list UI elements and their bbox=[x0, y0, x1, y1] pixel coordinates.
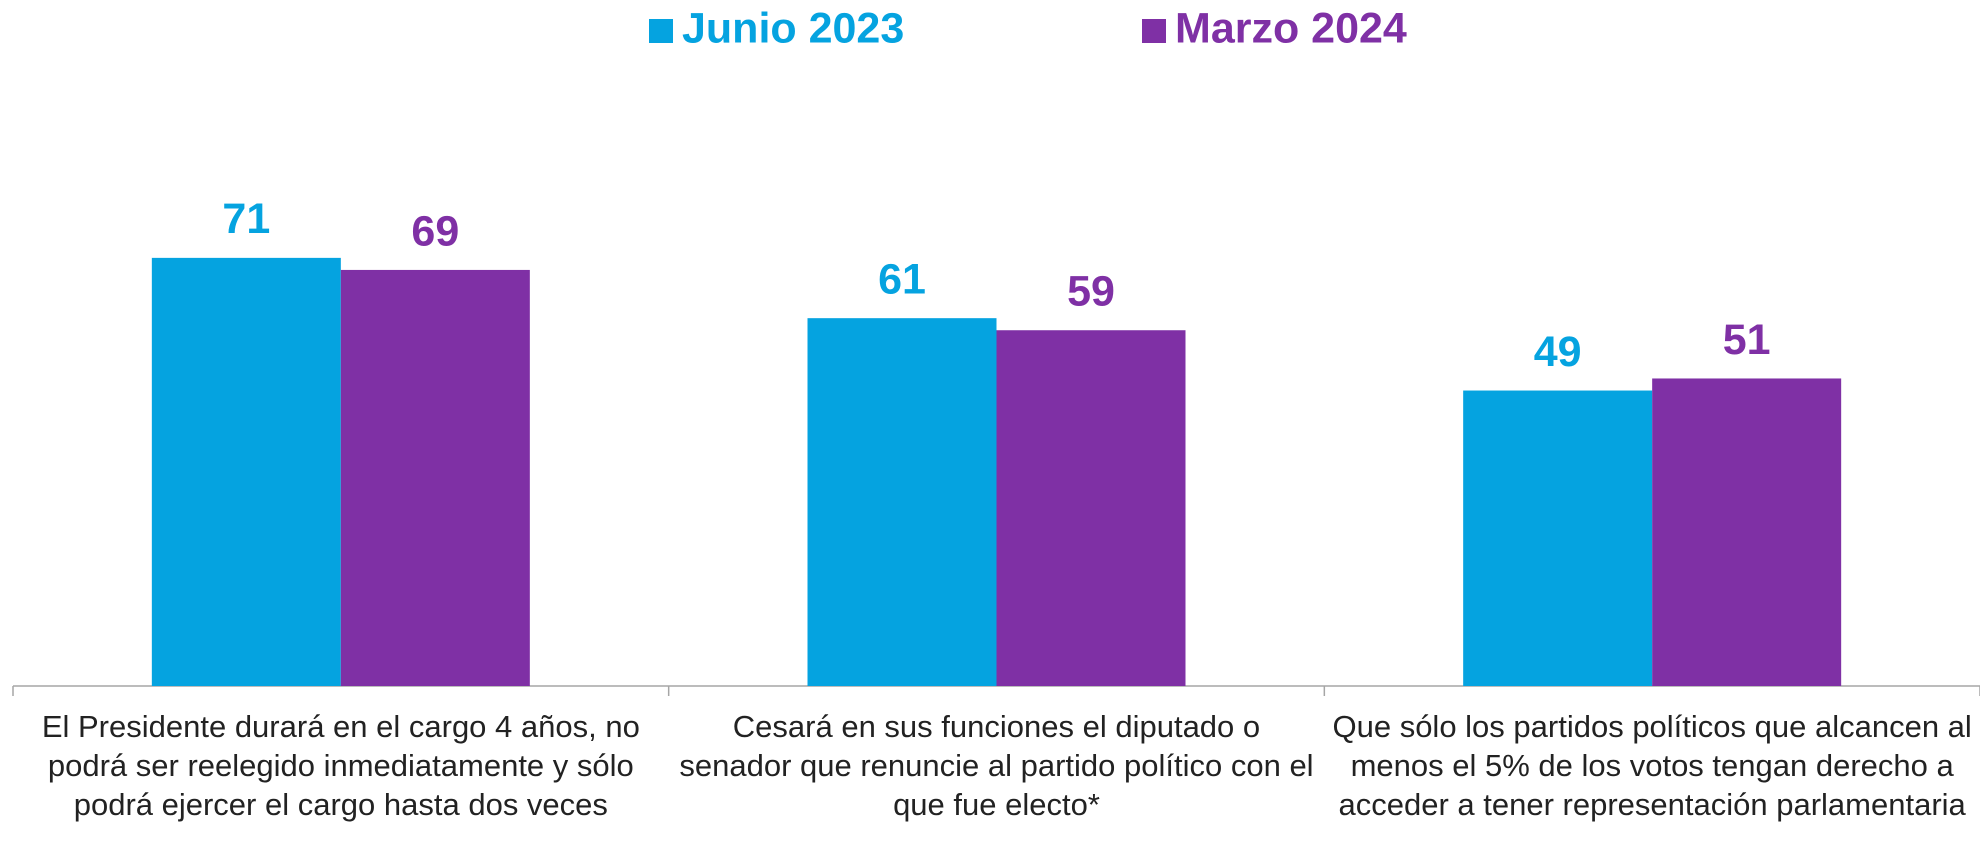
bar bbox=[340, 269, 530, 686]
bar bbox=[1652, 378, 1842, 686]
x-tick-label: Cesará en sus funciones el diputado o se… bbox=[679, 709, 1314, 822]
legend-label: Junio 2023 bbox=[682, 4, 904, 52]
value-label: 71 bbox=[222, 195, 270, 243]
value-label: 49 bbox=[1534, 328, 1582, 376]
legend-swatch bbox=[649, 19, 673, 43]
value-label: 59 bbox=[1067, 268, 1115, 316]
x-tick-label: El Presidente durará en el cargo 4 años,… bbox=[41, 709, 640, 822]
bar bbox=[996, 330, 1186, 686]
x-tick-label: Que sólo los partidos políticos que alca… bbox=[1332, 709, 1972, 822]
bar bbox=[807, 318, 997, 686]
bar bbox=[151, 257, 341, 686]
legend-swatch bbox=[1142, 19, 1166, 43]
value-label: 51 bbox=[1723, 316, 1771, 364]
bar bbox=[1463, 390, 1653, 686]
legend-label: Marzo 2024 bbox=[1175, 4, 1407, 52]
value-label: 61 bbox=[878, 256, 926, 304]
value-label: 69 bbox=[411, 207, 459, 255]
